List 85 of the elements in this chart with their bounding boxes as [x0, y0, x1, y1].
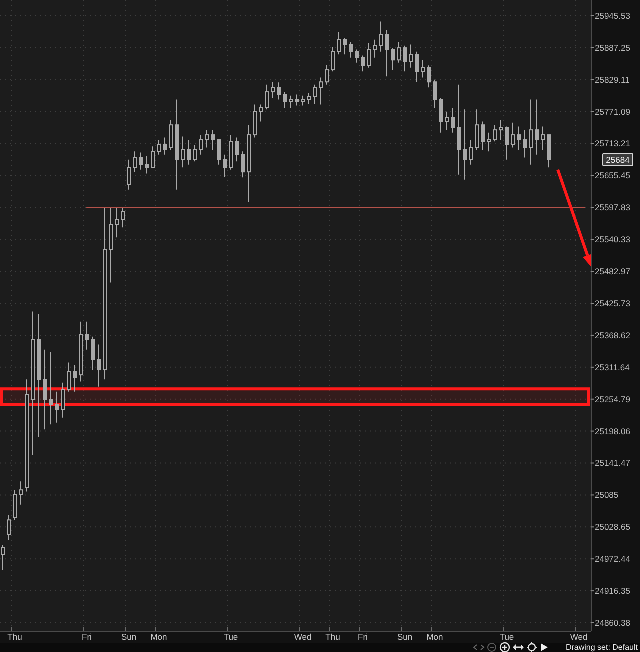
text: 25684	[606, 154, 630, 165]
x-tick-label: Thu	[326, 632, 341, 642]
candlestick	[223, 154, 227, 178]
candlestick	[349, 42, 353, 58]
x-tick-label: Mon	[426, 632, 444, 642]
candlestick	[529, 99, 533, 166]
x-tick-label: Sun	[121, 632, 137, 642]
text: Drawing set: Default	[566, 643, 639, 652]
y-tick-label: 24916.35	[595, 586, 631, 596]
y-tick-label: 25198.06	[595, 426, 631, 436]
candlestick	[187, 140, 191, 166]
y-tick-label: 25311.64	[595, 362, 630, 372]
candlestick	[175, 99, 179, 190]
x-tick-label: Fri	[82, 632, 92, 642]
candlestick	[109, 207, 113, 284]
y-tick-label: 25254.79	[595, 394, 631, 404]
candlestick	[499, 120, 503, 141]
candlestick	[325, 64, 329, 86]
x-tick-label: Wed	[570, 632, 588, 642]
candlestick	[451, 108, 455, 134]
y-tick-label: 25771.09	[595, 106, 631, 117]
candlestick	[445, 111, 449, 131]
candlestick	[283, 92, 287, 109]
candlestick	[19, 481, 23, 506]
y-tick-label: 25085	[595, 490, 619, 500]
y-tick-label: 25655.45	[595, 170, 631, 181]
x-tick-label: Fri	[358, 632, 368, 642]
candlestick	[421, 60, 425, 78]
y-tick-label: 25482.97	[595, 266, 631, 277]
y-tick-label: 25887.25	[595, 42, 631, 53]
y-tick-label: 25945.53	[595, 10, 631, 21]
candlestick	[7, 514, 11, 541]
candlestick	[97, 344, 101, 388]
y-tick-label: 25028.65	[595, 522, 631, 532]
candlestick	[247, 124, 251, 203]
candlestick	[409, 44, 413, 68]
y-tick-label: 24972.44	[595, 554, 631, 564]
candlestick	[43, 349, 47, 430]
y-tick-label: 24860.38	[595, 618, 631, 628]
candlestick	[127, 159, 131, 190]
x-tick-label: Wed	[294, 632, 312, 642]
candlestick	[535, 99, 539, 156]
candlestick	[385, 29, 389, 78]
candlestick	[31, 311, 35, 456]
x-tick-label: Tue	[500, 632, 514, 642]
candlestick	[181, 136, 185, 168]
candlestick	[253, 104, 257, 138]
y-tick-label: 25425.73	[595, 298, 631, 308]
candlestick	[199, 134, 203, 156]
candlestick	[79, 321, 83, 382]
candlestick	[487, 132, 491, 152]
candlestick	[85, 321, 89, 350]
candlestick	[49, 352, 53, 426]
candlestick	[517, 126, 521, 150]
x-tick-label: Sun	[397, 632, 413, 642]
candlestick	[157, 140, 161, 156]
x-tick-label: Tue	[224, 632, 238, 642]
candlestick	[37, 314, 41, 438]
y-tick-label: 25540.33	[595, 234, 631, 245]
candlestick	[469, 140, 473, 166]
candlestick	[205, 130, 209, 148]
candlestick	[163, 137, 167, 156]
candlestick	[379, 21, 383, 52]
y-tick-label: 25368.62	[595, 330, 631, 340]
candlestick	[55, 391, 59, 424]
candlestick	[115, 207, 119, 238]
x-tick-label: Thu	[8, 632, 23, 642]
x-tick-label: Mon	[150, 632, 168, 642]
candlestick	[211, 130, 215, 150]
candlestick	[241, 151, 245, 178]
candlestick	[457, 84, 461, 176]
candlestick	[523, 130, 527, 158]
candlestick	[139, 152, 143, 170]
candlestick	[541, 126, 545, 150]
candlestick	[145, 156, 149, 174]
y-tick-label: 25597.83	[595, 202, 631, 213]
candlestick	[259, 104, 263, 122]
y-tick-label: 25141.47	[595, 458, 631, 468]
candlestick	[373, 39, 377, 58]
candlestick	[463, 109, 467, 180]
candlestick	[271, 82, 275, 99]
candlestick	[397, 42, 401, 64]
candlestick	[103, 207, 107, 380]
y-tick-label: 25713.21	[595, 138, 631, 149]
y-tick-label: 25829.11	[595, 74, 630, 85]
